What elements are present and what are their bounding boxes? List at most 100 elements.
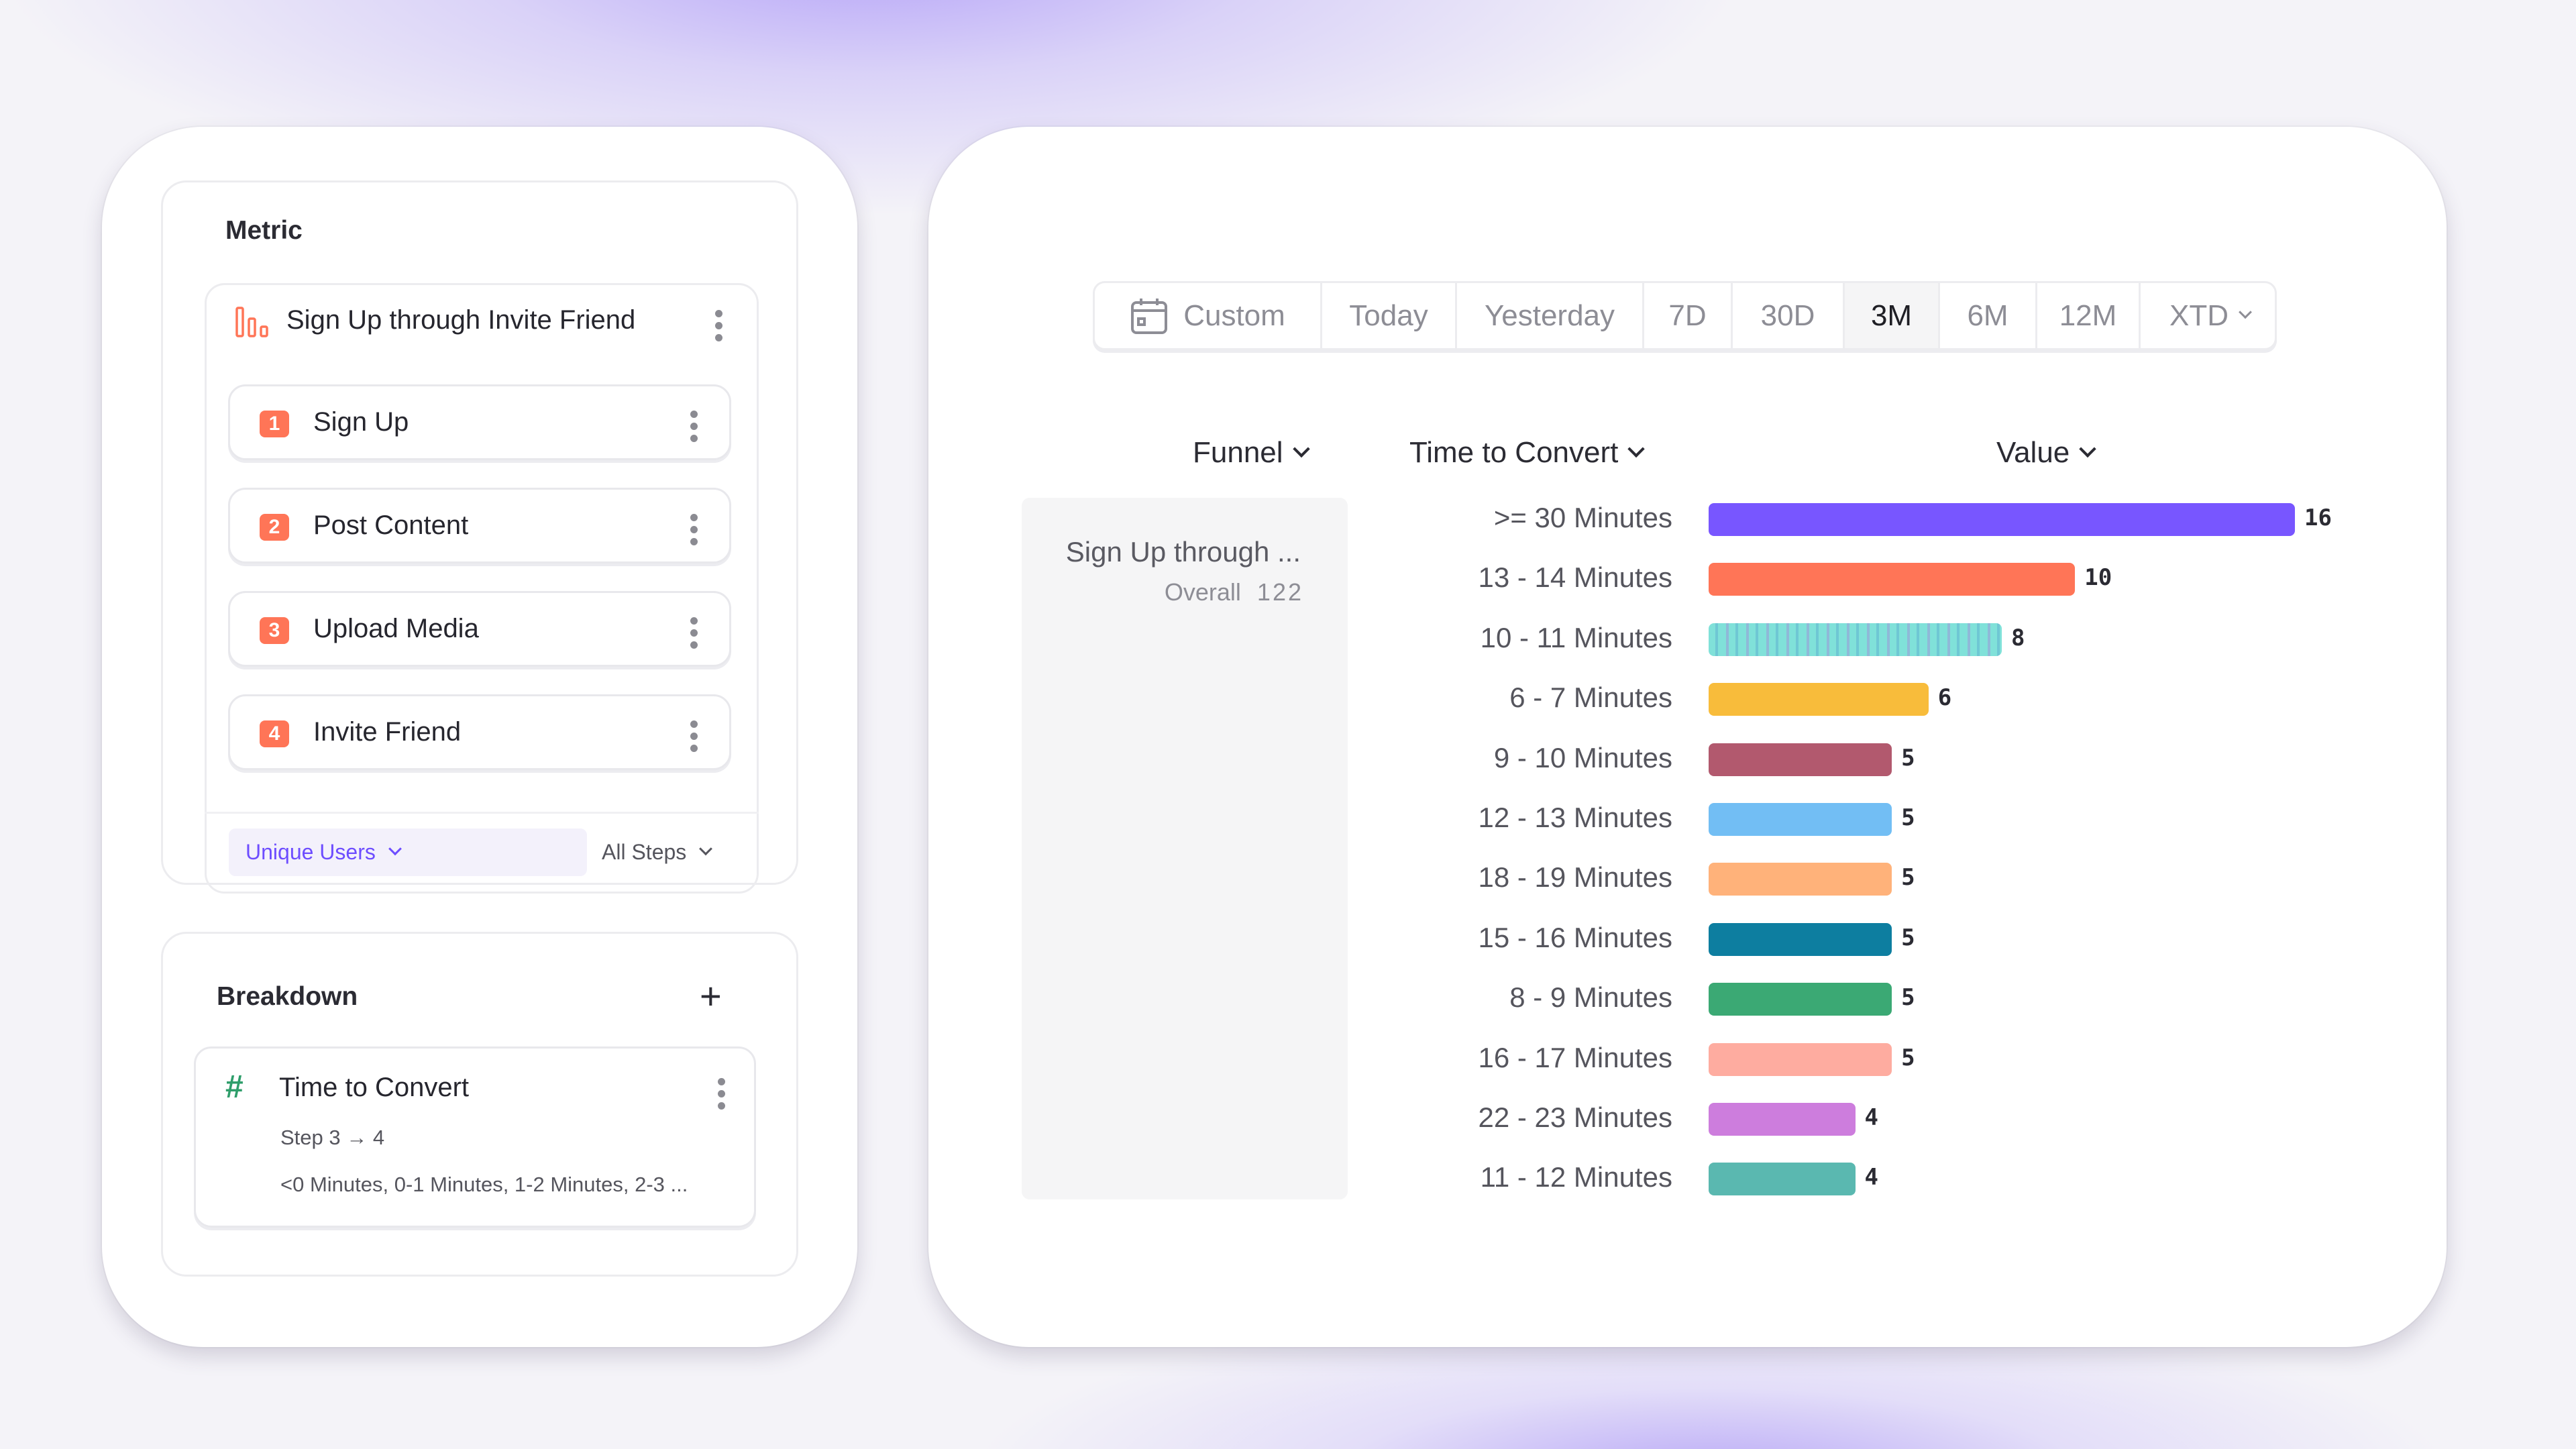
overall-row: Overall 122 — [1165, 578, 1303, 606]
bar-value-label: 5 — [1901, 804, 1915, 831]
date-range-picker: Custom Today Yesterday 7D 30D 3M 6M 12M … — [1093, 281, 2277, 350]
header-label: Time to Convert — [1409, 436, 1619, 469]
bar-value-label: 5 — [1901, 1044, 1915, 1071]
chevron-down-icon — [1627, 440, 1646, 458]
date-option-label: Custom — [1183, 299, 1285, 332]
bar-category-label: 10 - 11 Minutes — [1480, 621, 1672, 653]
bar[interactable] — [1709, 683, 1929, 716]
bar[interactable] — [1709, 983, 1892, 1016]
add-breakdown-plus-icon[interactable]: + — [700, 975, 722, 1017]
chevron-down-icon — [699, 841, 713, 855]
breakdown-more-icon[interactable] — [718, 1078, 726, 1110]
date-option-custom[interactable]: Custom — [1095, 283, 1320, 348]
bar-value-label: 5 — [1901, 864, 1915, 892]
funnel-step[interactable]: 4 Invite Friend — [228, 694, 731, 770]
step-scope-dropdown[interactable]: All Steps — [602, 828, 713, 876]
breakdown-title: Breakdown — [217, 982, 358, 1011]
step-number-badge: 3 — [260, 617, 289, 644]
bar[interactable] — [1709, 1163, 1856, 1196]
funnel-more-icon[interactable] — [715, 310, 723, 341]
value-column-header[interactable]: Value — [1996, 436, 2097, 470]
header-label: Funnel — [1193, 436, 1283, 469]
bar-value-label: 5 — [1901, 744, 1915, 771]
step-label: Invite Friend — [313, 717, 462, 747]
breakdown-panel: Breakdown + # Time to Convert Step 3 → 4… — [161, 932, 798, 1277]
bar-value-label: 16 — [2304, 504, 2332, 531]
date-option-12m[interactable]: 12M — [2035, 283, 2139, 348]
bar-value-label: 4 — [1864, 1104, 1878, 1131]
date-option-label: XTD — [2169, 299, 2229, 332]
metric-title: Metric — [225, 216, 303, 245]
step-more-icon[interactable] — [690, 514, 698, 545]
bar-category-label: 9 - 10 Minutes — [1493, 741, 1672, 773]
step-label: Post Content — [313, 511, 469, 540]
funnel-step[interactable]: 1 Sign Up — [228, 384, 731, 460]
date-option-3m[interactable]: 3M — [1843, 283, 1938, 348]
bar[interactable] — [1709, 503, 2295, 536]
bar-category-label: 11 - 12 Minutes — [1480, 1161, 1672, 1193]
bar-value-label: 5 — [1901, 924, 1915, 951]
bar-category-label: 22 - 23 Minutes — [1478, 1102, 1673, 1133]
bar-category-label: 16 - 17 Minutes — [1478, 1041, 1673, 1073]
bar[interactable] — [1709, 563, 2076, 596]
step-label: Sign Up — [313, 407, 409, 437]
funnel-card — [205, 283, 759, 894]
bar-category-label: 13 - 14 Minutes — [1478, 561, 1673, 594]
breakdown-buckets: <0 Minutes, 0-1 Minutes, 1-2 Minutes, 2-… — [280, 1173, 688, 1196]
bar[interactable] — [1709, 1103, 1856, 1136]
bar-category-label: 18 - 19 Minutes — [1478, 861, 1673, 894]
step-more-icon[interactable] — [690, 720, 698, 752]
chevron-down-icon — [2239, 305, 2252, 319]
bar[interactable] — [1709, 803, 1892, 836]
date-option-30d[interactable]: 30D — [1731, 283, 1843, 348]
step-more-icon[interactable] — [690, 411, 698, 442]
funnel-chart-icon — [235, 307, 268, 337]
bar[interactable] — [1709, 922, 1892, 956]
bar-category-label: 6 - 7 Minutes — [1509, 682, 1672, 714]
bar-value-label: 8 — [2011, 624, 2025, 651]
breakdown-property: Time to Convert — [279, 1073, 470, 1102]
date-option-6m[interactable]: 6M — [1938, 283, 2035, 348]
bar-value-label: 5 — [1901, 984, 1915, 1012]
bar[interactable] — [1709, 1042, 1892, 1076]
measure-label: Unique Users — [246, 840, 376, 864]
bar-value-label: 6 — [1937, 684, 1952, 712]
bar-category-label: 12 - 13 Minutes — [1478, 802, 1673, 833]
overall-value: 122 — [1256, 578, 1303, 606]
bar[interactable] — [1709, 623, 2002, 656]
funnel-column-header[interactable]: Funnel — [1193, 436, 1310, 470]
time-column-header[interactable]: Time to Convert — [1409, 436, 1646, 470]
funnel-step[interactable]: 2 Post Content — [228, 488, 731, 564]
date-option-yesterday[interactable]: Yesterday — [1455, 283, 1642, 348]
funnel-cell-name[interactable]: Sign Up through ... — [1065, 536, 1301, 568]
funnel-column-cell: Sign Up through ... Overall 122 — [1022, 498, 1348, 1199]
measure-dropdown[interactable]: Unique Users — [229, 828, 587, 876]
chevron-down-icon — [2079, 440, 2097, 458]
date-option-today[interactable]: Today — [1320, 283, 1455, 348]
step-label: Upload Media — [313, 614, 479, 643]
chevron-down-icon — [1292, 440, 1310, 458]
step-scope-label: All Steps — [602, 840, 687, 864]
bar-value-label: 10 — [2084, 564, 2112, 592]
bar-category-label: 8 - 9 Minutes — [1509, 981, 1672, 1014]
overall-label: Overall — [1164, 578, 1241, 606]
funnel-name[interactable]: Sign Up through Invite Friend — [286, 305, 636, 335]
date-option-7d[interactable]: 7D — [1642, 283, 1731, 348]
bar[interactable] — [1709, 743, 1892, 776]
calendar-icon — [1131, 298, 1168, 334]
bar[interactable] — [1709, 863, 1892, 896]
bar-category-label: 15 - 16 Minutes — [1478, 921, 1673, 953]
step-number-badge: 2 — [260, 514, 289, 541]
divider — [205, 812, 759, 814]
step-number-badge: 4 — [260, 720, 289, 747]
chevron-down-icon — [388, 841, 402, 855]
hash-icon: # — [225, 1069, 244, 1105]
bar-value-label: 4 — [1864, 1164, 1878, 1191]
step-more-icon[interactable] — [690, 617, 698, 649]
date-option-xtd[interactable]: XTD — [2139, 283, 2275, 348]
bar-category-label: >= 30 Minutes — [1493, 502, 1672, 533]
header-label: Value — [1996, 436, 2070, 469]
breakdown-item[interactable]: # Time to Convert Step 3 → 4 <0 Minutes,… — [194, 1046, 756, 1228]
funnel-step[interactable]: 3 Upload Media — [228, 591, 731, 667]
breakdown-step: Step 3 → 4 — [280, 1126, 385, 1149]
